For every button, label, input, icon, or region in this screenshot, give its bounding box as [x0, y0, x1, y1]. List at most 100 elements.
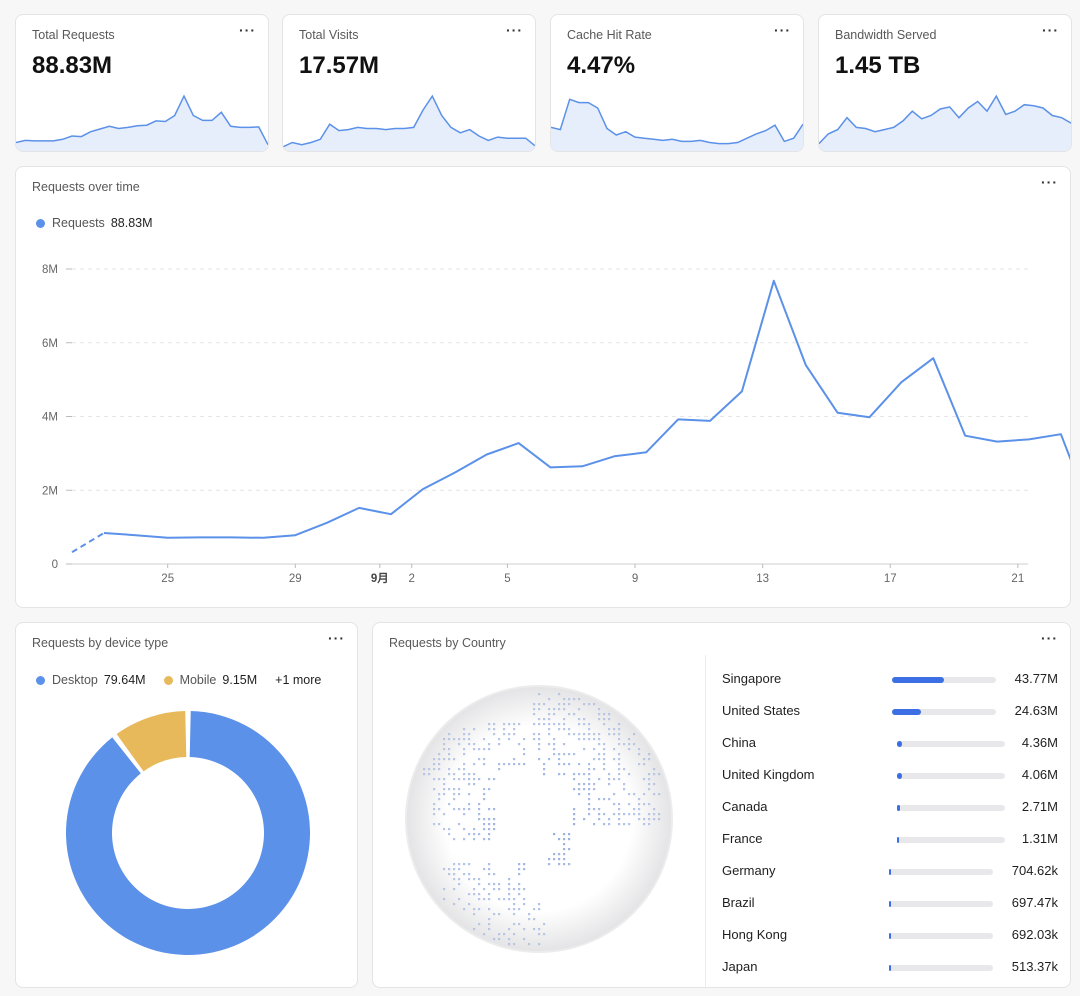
country-value: 692.03k [1011, 927, 1058, 942]
country-row[interactable]: Brazil 697.47k [722, 893, 1058, 913]
stat-title: Total Requests [32, 28, 115, 42]
stat-value: 17.57M [299, 52, 380, 79]
country-name: Hong Kong [722, 927, 788, 942]
country-name: Canada [722, 799, 768, 814]
x-tick-label: 2 [409, 573, 415, 585]
country-value: 1.31M [1021, 831, 1058, 846]
country-name: Brazil [722, 895, 755, 910]
y-tick-label: 0 [52, 559, 58, 571]
country-row[interactable]: Hong Kong 692.03k [722, 925, 1058, 945]
requests-legend-label: Requests [52, 216, 105, 230]
device-donut-chart [66, 711, 311, 955]
x-tick-label: 9月 [371, 572, 389, 585]
globe-map[interactable] [373, 623, 703, 987]
country-bar-track [889, 869, 993, 875]
country-value: 704.62k [1011, 863, 1058, 878]
requests-over-time-menu-button[interactable]: ··· [1041, 174, 1058, 190]
country-row[interactable]: France 1.31M [722, 829, 1058, 849]
sparkline [283, 94, 535, 151]
country-name: United Kingdom [722, 767, 815, 782]
country-list: Singapore 43.77M United States 24.63M Ch… [705, 655, 1070, 987]
requests-legend-dot [36, 218, 45, 228]
x-tick-label: 25 [161, 573, 174, 585]
country-bar-track [892, 677, 996, 683]
legend-item-desktop[interactable]: Desktop 79.64M [36, 673, 146, 687]
globe-sphere [407, 687, 671, 951]
y-tick-label: 2M [42, 485, 58, 497]
country-bar-track [897, 773, 1005, 779]
country-bar-track [897, 837, 1005, 843]
stat-title: Bandwidth Served [835, 28, 937, 42]
stat-value: 1.45 TB [835, 52, 921, 79]
stat-menu-button[interactable]: ··· [1042, 22, 1059, 38]
country-row[interactable]: China 4.36M [722, 733, 1058, 753]
country-bar-fill [889, 965, 891, 971]
stat-card-total-requests: Total Requests ··· 88.83M [15, 14, 269, 152]
country-value: 4.06M [1021, 767, 1058, 782]
country-row[interactable]: Canada 2.71M [722, 797, 1058, 817]
device-type-menu-button[interactable]: ··· [328, 630, 345, 646]
country-bar-fill [892, 709, 922, 715]
mobile-legend-label: Mobile [179, 673, 217, 687]
stat-title: Total Visits [299, 28, 359, 42]
country-name: China [722, 735, 756, 750]
stat-card-bandwidth-served: Bandwidth Served ··· 1.45 TB [818, 14, 1072, 152]
country-value: 4.36M [1021, 735, 1058, 750]
sparkline-line [16, 94, 268, 146]
x-tick-label: 5 [504, 573, 510, 585]
y-tick-label: 8M [42, 264, 58, 276]
legend-more-link[interactable]: +1 more [275, 673, 322, 687]
stat-menu-button[interactable]: ··· [506, 22, 523, 38]
sparkline-area [819, 96, 1071, 151]
mobile-legend-dot [163, 675, 173, 685]
globe-landmass [423, 693, 661, 946]
country-row[interactable]: Singapore 43.77M [722, 669, 1058, 689]
requests-over-time-title: Requests over time [32, 180, 140, 194]
country-row[interactable]: United States 24.63M [722, 701, 1058, 721]
mobile-legend-value: 9.15M [222, 673, 258, 687]
country-bar-fill [889, 901, 891, 907]
country-bar-fill [889, 933, 891, 939]
device-type-card: Requests by device type ··· Desktop 79.6… [15, 622, 358, 988]
country-menu-button[interactable]: ··· [1041, 630, 1058, 646]
desktop-legend-value: 79.64M [103, 673, 146, 687]
country-bar-track [889, 901, 993, 907]
country-bar-track [897, 805, 1005, 811]
country-bar-fill [892, 677, 945, 683]
country-value: 697.47k [1011, 895, 1058, 910]
sparkline-line [551, 98, 803, 145]
x-tick-label: 17 [884, 573, 897, 585]
sparkline [16, 94, 268, 151]
country-bar-fill [889, 869, 891, 875]
stat-card-total-visits: Total Visits ··· 17.57M [282, 14, 536, 152]
stat-menu-button[interactable]: ··· [239, 22, 256, 38]
country-name: Germany [722, 863, 776, 878]
country-name: Singapore [722, 671, 782, 686]
series-dashed-segment [71, 532, 105, 554]
x-tick-label: 13 [756, 573, 769, 585]
x-tick-label: 29 [289, 573, 302, 585]
country-name: United States [722, 703, 801, 718]
y-tick-label: 4M [42, 412, 58, 424]
country-bar-track [897, 741, 1005, 747]
requests-legend-value: 88.83M [110, 216, 153, 230]
country-row[interactable]: United Kingdom 4.06M [722, 765, 1058, 785]
device-legend: Desktop 79.64M Mobile 9.15M +1 more [36, 673, 321, 687]
country-bar-fill [897, 837, 899, 843]
country-bar-track [892, 709, 996, 715]
requests-legend: Requests 88.83M [36, 216, 153, 230]
country-title: Requests by Country [389, 636, 506, 650]
country-row[interactable]: Germany 704.62k [722, 861, 1058, 881]
country-bar-fill [897, 773, 902, 779]
sparkline [551, 98, 803, 151]
donut-slice-desktop [66, 711, 311, 955]
device-type-title: Requests by device type [32, 636, 169, 650]
sparkline [819, 94, 1071, 151]
country-value: 513.37k [1011, 959, 1058, 974]
sparkline-line [819, 94, 1071, 145]
country-bar-fill [897, 741, 903, 747]
country-value: 24.63M [1014, 703, 1058, 718]
country-row[interactable]: Japan 513.37k [722, 957, 1058, 977]
stat-menu-button[interactable]: ··· [774, 22, 791, 38]
legend-item-mobile[interactable]: Mobile 9.15M [163, 673, 258, 687]
